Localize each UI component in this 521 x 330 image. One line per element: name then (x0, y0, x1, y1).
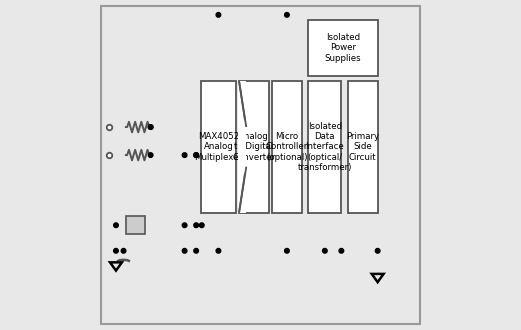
Circle shape (194, 248, 199, 253)
Circle shape (194, 153, 199, 157)
Bar (308, 20, 378, 76)
Circle shape (121, 248, 126, 253)
Text: Primary
Side
Circuit: Primary Side Circuit (346, 132, 379, 162)
Bar (272, 81, 302, 213)
Circle shape (200, 223, 204, 228)
Text: Micro
Controller
(optional): Micro Controller (optional) (266, 132, 308, 162)
Circle shape (182, 223, 187, 228)
Bar (115, 102, 203, 200)
Circle shape (375, 248, 380, 253)
Circle shape (182, 248, 187, 253)
Circle shape (114, 223, 118, 228)
Bar (126, 216, 145, 234)
Text: Isolated
Power
Supplies: Isolated Power Supplies (325, 33, 361, 63)
Circle shape (322, 248, 327, 253)
Circle shape (114, 248, 118, 253)
Circle shape (148, 125, 153, 129)
Circle shape (216, 13, 221, 17)
Bar (239, 81, 269, 213)
Circle shape (194, 223, 199, 228)
Text: MAX4052
Analog
Multiplexer: MAX4052 Analog Multiplexer (194, 132, 242, 162)
Bar (201, 81, 235, 213)
Bar (308, 81, 341, 213)
Circle shape (182, 153, 187, 157)
Text: Analog
to Digital
Converter: Analog to Digital Converter (232, 132, 276, 162)
Bar (239, 81, 245, 213)
Bar (108, 206, 195, 279)
Bar (348, 81, 378, 213)
Text: Isolated
Data
Interface
(optical/
transformer): Isolated Data Interface (optical/ transf… (297, 121, 352, 172)
Circle shape (148, 125, 153, 129)
Circle shape (339, 248, 344, 253)
Circle shape (148, 153, 153, 157)
Circle shape (284, 13, 289, 17)
Circle shape (216, 248, 221, 253)
Circle shape (284, 248, 289, 253)
Circle shape (194, 153, 199, 157)
